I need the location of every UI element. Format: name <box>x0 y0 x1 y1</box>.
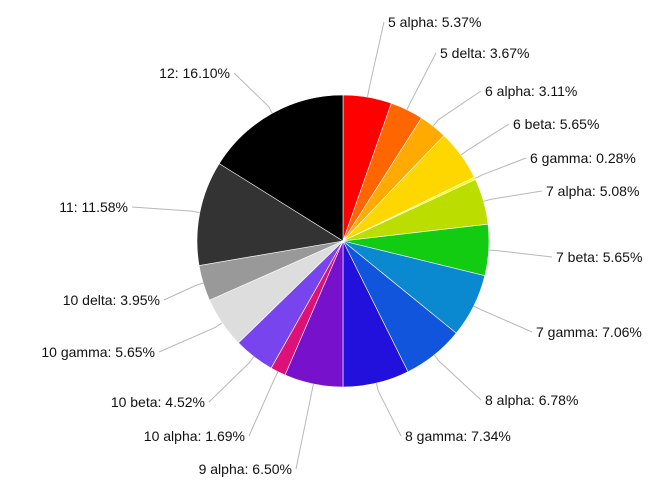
slice-label-5-alpha: 5 alpha: 5.37% <box>388 14 481 30</box>
leader-line-6-alpha <box>433 91 481 126</box>
slice-label-6-alpha: 6 alpha: 3.11% <box>485 83 577 99</box>
slice-label-11: 11: 11.58% <box>59 199 128 215</box>
leader-line-5-alpha <box>368 22 385 97</box>
leader-line-10-delta <box>164 283 203 300</box>
leader-line-7-gamma <box>474 306 532 332</box>
leader-line-9-alpha <box>296 384 313 469</box>
leader-line-10-alpha <box>249 372 278 436</box>
slice-label-9-alpha: 9 alpha: 6.50% <box>199 461 292 477</box>
pie-slices <box>197 95 489 387</box>
leader-line-8-alpha <box>434 355 481 400</box>
slice-label-8-gamma: 8 gamma: 7.34% <box>405 428 511 444</box>
slice-label-7-alpha: 7 alpha: 5.08% <box>546 183 639 199</box>
leader-line-6-beta <box>461 124 509 155</box>
slice-label-10-gamma: 10 gamma: 5.65% <box>41 344 155 360</box>
leader-line-7-beta <box>489 250 552 257</box>
leader-line-10-gamma <box>159 323 222 352</box>
leader-line-10-beta <box>209 357 254 402</box>
slice-label-6-beta: 6 beta: 5.65% <box>513 116 599 132</box>
slice-label-7-beta: 7 beta: 5.65% <box>556 249 642 265</box>
slice-label-12: 12: 16.10% <box>159 65 230 81</box>
slice-label-10-beta: 10 beta: 4.52% <box>111 394 205 410</box>
leader-line-7-alpha <box>484 191 543 201</box>
leader-line-8-gamma <box>376 383 401 436</box>
leader-line-5-delta <box>407 53 436 110</box>
slice-label-7-gamma: 7 gamma: 7.06% <box>536 324 642 340</box>
slice-label-6-gamma: 6 gamma: 0.28% <box>530 150 636 166</box>
slice-label-5-delta: 5 delta: 3.67% <box>440 45 530 61</box>
leader-line-11 <box>132 207 200 213</box>
slice-label-10-alpha: 10 alpha: 1.69% <box>144 428 245 444</box>
leader-line-12 <box>234 73 272 113</box>
slice-label-8-alpha: 8 alpha: 6.78% <box>485 392 578 408</box>
slice-label-10-delta: 10 delta: 3.95% <box>63 292 160 308</box>
leader-line-6-gamma <box>475 158 526 178</box>
